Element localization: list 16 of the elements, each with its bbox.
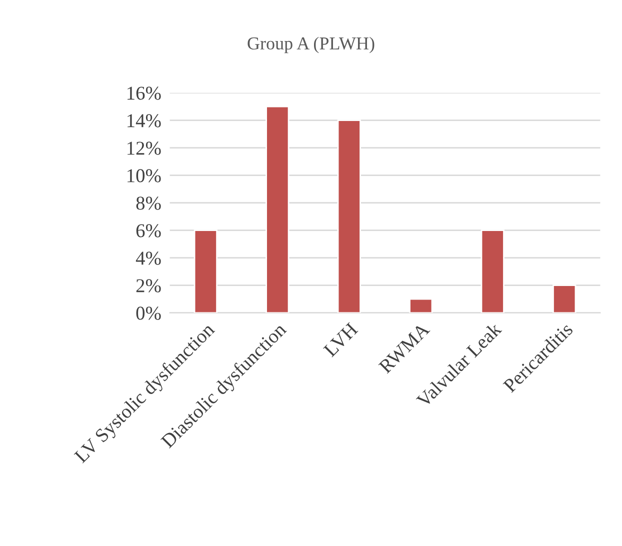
chart-title: Group A (PLWH)	[248, 36, 374, 54]
bar	[552, 284, 576, 313]
y-tick-label: 12%	[128, 142, 161, 155]
y-tick-label: 6%	[136, 224, 161, 238]
y-tick-label: 4%	[136, 252, 161, 265]
bar	[480, 230, 504, 313]
y-tick-label: 2%	[136, 279, 161, 292]
y-tick-label: 0%	[136, 306, 161, 320]
y-tick-label: 10%	[128, 169, 161, 182]
bar	[194, 230, 218, 313]
y-tick-label: 14%	[128, 114, 161, 128]
y-tick-label: 8%	[136, 196, 161, 210]
bar	[409, 298, 433, 313]
y-tick-label: 16%	[128, 86, 161, 100]
bar	[266, 106, 290, 313]
bar	[337, 120, 361, 313]
